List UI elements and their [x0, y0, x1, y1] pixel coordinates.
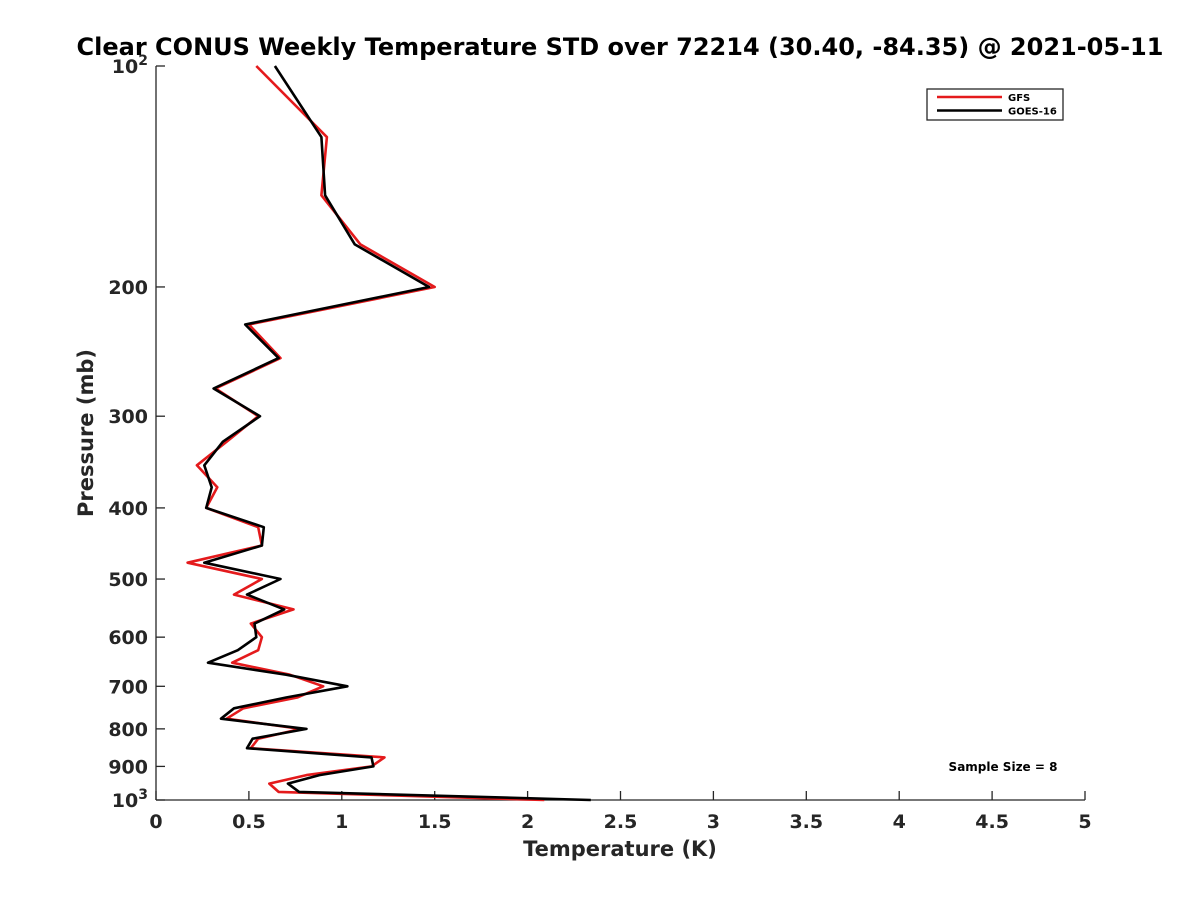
- y-ticks: 102 200 300 400 500 600 700 800 900 103: [108, 53, 165, 812]
- x-tick-label: 1.5: [418, 811, 452, 833]
- y-tick-label: 103: [112, 787, 148, 812]
- x-tick-label: 3.5: [789, 811, 823, 833]
- x-axis-label: Temperature (K): [523, 837, 717, 861]
- series-lines: [186, 65, 591, 802]
- series-line-gfs: [186, 65, 545, 802]
- y-tick-label: 500: [108, 569, 148, 591]
- x-tick-label: 4: [893, 811, 906, 833]
- y-tick-label: 200: [108, 277, 148, 299]
- y-tick-label: 700: [108, 676, 148, 698]
- y-axis-label: Pressure (mb): [74, 349, 98, 517]
- y-tick-label: 800: [108, 719, 148, 741]
- y-tick-exponent: 3: [138, 787, 148, 803]
- x-tick-label: 5: [1078, 811, 1091, 833]
- x-tick-label: 1: [335, 811, 348, 833]
- y-tick-label: 400: [108, 498, 148, 520]
- legend-label: GFS: [1008, 93, 1030, 104]
- axes: [155, 66, 1085, 801]
- y-tick-label: 300: [108, 406, 148, 428]
- x-tick-label: 4.5: [975, 811, 1009, 833]
- chart-title: Clear CONUS Weekly Temperature STD over …: [77, 33, 1164, 61]
- x-tick-label: 3: [707, 811, 720, 833]
- x-tick-label: 0: [149, 811, 162, 833]
- y-tick-label: 900: [108, 756, 148, 778]
- x-tick-label: 0.5: [232, 811, 266, 833]
- y-tick-label: 600: [108, 627, 148, 649]
- x-tick-label: 2: [521, 811, 534, 833]
- legend-box: [926, 88, 1064, 121]
- x-tick-label: 2.5: [604, 811, 638, 833]
- sample-size-annotation: Sample Size = 8: [949, 760, 1058, 774]
- series-line-goes-16: [203, 65, 591, 802]
- x-ticks: 0 0.5 1 1.5 2 2.5 3 3.5 4 4.5 5: [149, 791, 1092, 833]
- y-tick-label: 102: [112, 53, 148, 78]
- legend: GFS GOES-16: [926, 88, 1064, 121]
- y-tick-exponent: 2: [138, 53, 148, 69]
- legend-label: GOES-16: [1008, 107, 1057, 118]
